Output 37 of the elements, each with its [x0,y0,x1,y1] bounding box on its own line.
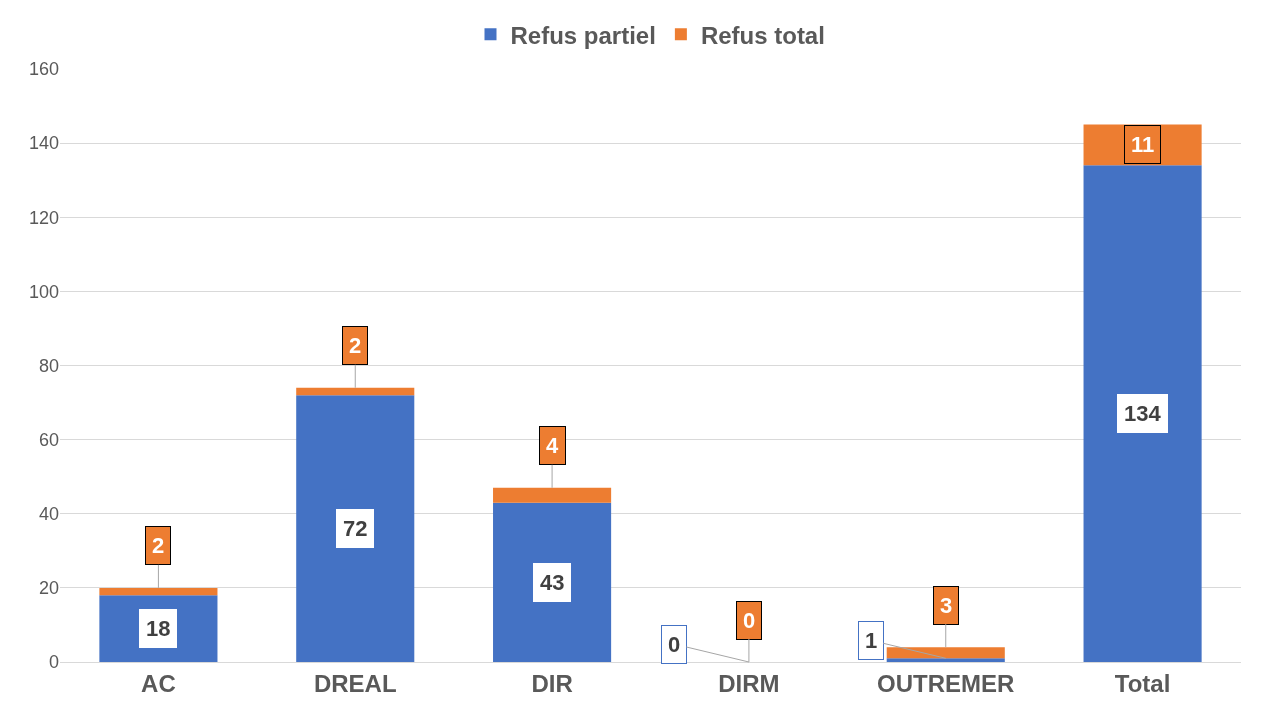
bar [296,395,415,662]
y-tick-label: 80 [38,355,59,376]
legend-label: Refus total [700,21,825,49]
data-label: 0 [743,608,756,633]
data-label: 0 [668,632,681,657]
data-label: 18 [146,616,171,641]
y-tick-label: 140 [28,133,59,154]
x-tick-label: AC [141,669,176,697]
bar [493,487,612,503]
y-tick-label: 160 [28,59,59,80]
y-tick-label: 40 [38,504,59,525]
y-tick-label: 60 [38,429,59,450]
x-tick-label: DIR [531,669,573,697]
data-label: 4 [546,433,559,458]
bar [296,387,415,396]
y-tick-label: 100 [28,281,59,302]
data-label: 72 [343,516,368,541]
legend-label: Refus partiel [510,21,656,49]
data-label: 1 [865,628,878,653]
x-tick-label: Total [1114,669,1171,697]
bar [886,647,1005,659]
data-label: 11 [1131,132,1155,157]
x-tick-label: OUTREMER [877,669,1015,697]
bar [493,502,612,662]
y-tick-label: 120 [28,207,59,228]
data-label: 3 [940,593,953,618]
y-tick-label: 0 [48,652,59,673]
x-tick-label: DREAL [313,669,397,697]
y-tick-label: 20 [38,578,59,599]
bar [886,658,1005,662]
bar [99,587,218,596]
data-label: 43 [540,570,565,595]
data-label: 2 [349,333,362,358]
bar [1083,165,1202,662]
data-label: 2 [152,533,165,558]
x-tick-label: DIRM [718,669,780,697]
data-label: 134 [1124,401,1162,426]
